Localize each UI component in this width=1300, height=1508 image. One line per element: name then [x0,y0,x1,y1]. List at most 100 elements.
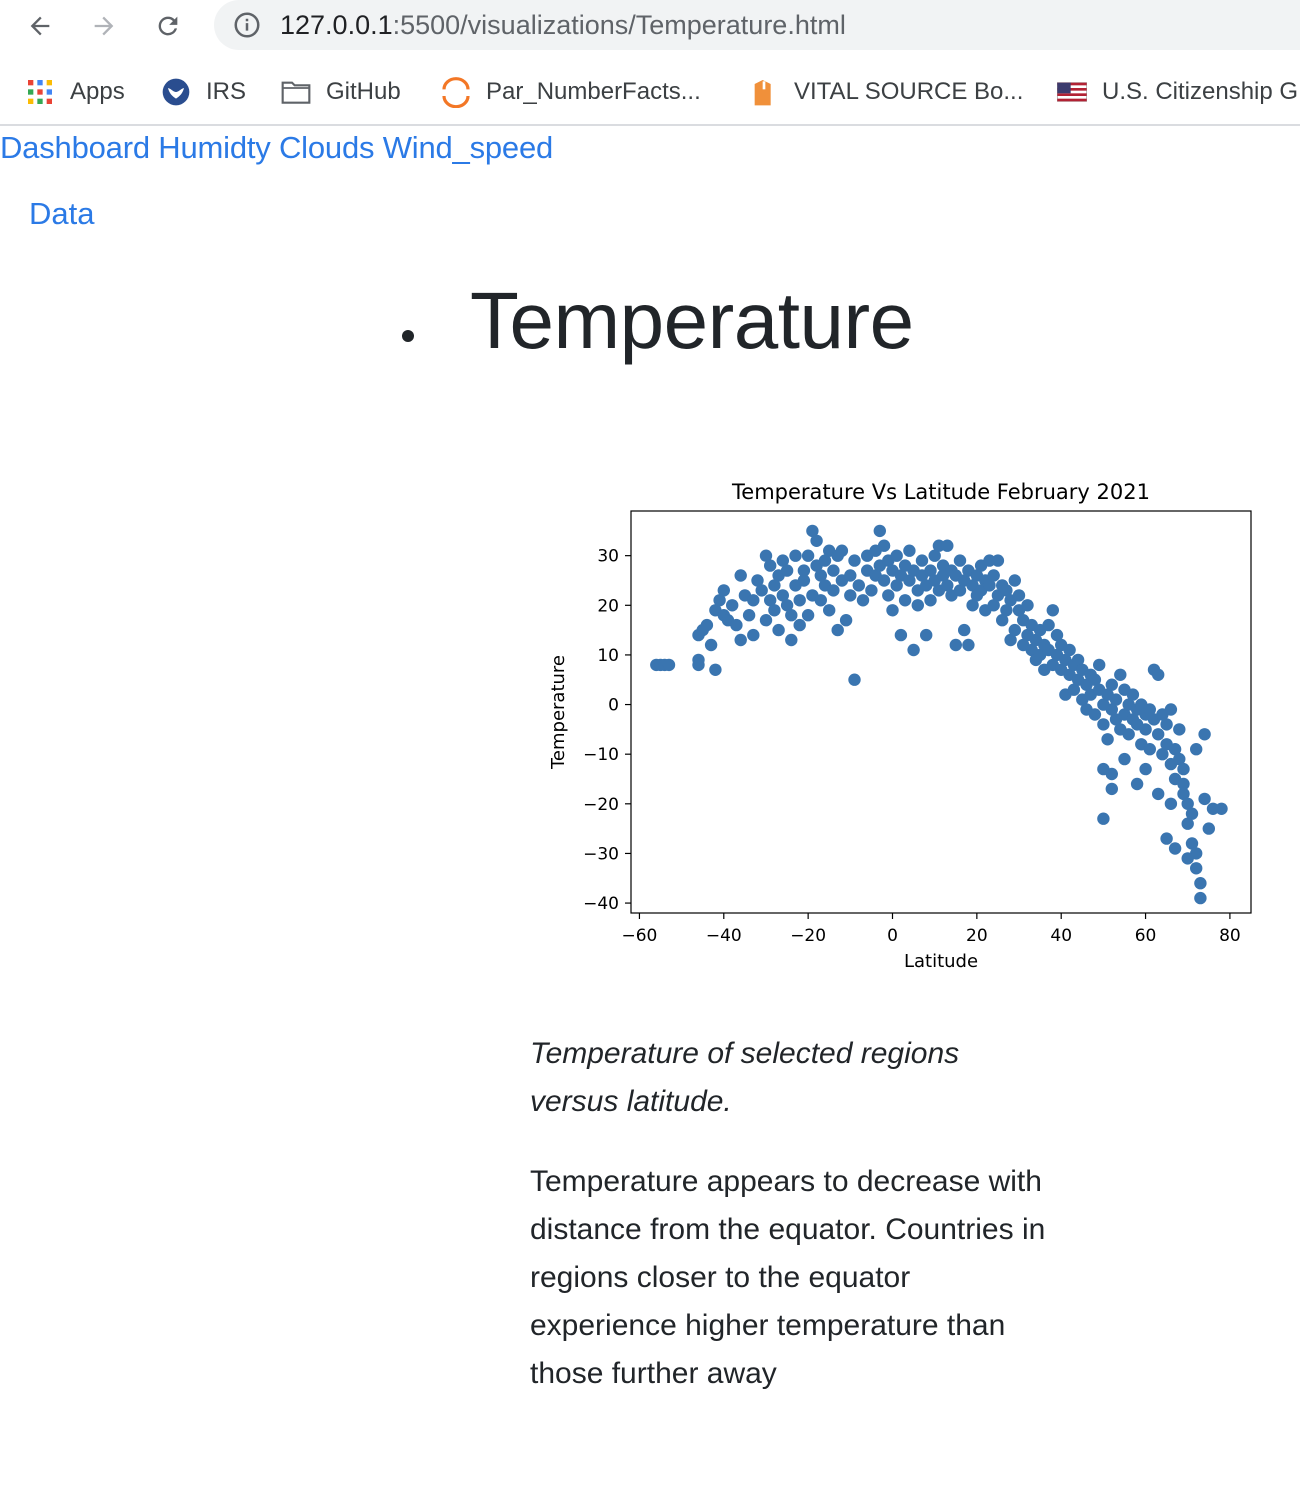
data-point [1101,733,1114,746]
x-tick-label: 20 [966,926,988,946]
nav-link-data[interactable]: Data [29,196,95,231]
data-point [924,594,937,607]
data-point [966,599,979,612]
data-point [1105,782,1118,796]
nav-link-humidity[interactable]: Humidty [158,130,271,165]
data-point [903,574,916,587]
data-point [823,604,836,617]
x-tick-label: −20 [790,926,826,946]
data-point [1130,777,1144,791]
data-point [692,658,705,672]
data-point [949,638,962,652]
data-point [1093,658,1106,672]
data-point [877,539,891,552]
info-circle-icon[interactable] [232,10,262,40]
data-point [1168,743,1182,756]
data-point [776,554,789,567]
y-ticks: 30 20 10 0 −10 −20 −30 −40 [583,547,631,914]
data-point [1105,678,1118,691]
data-point [1088,708,1102,721]
data-point [755,584,768,597]
data-point [1181,852,1194,865]
data-point [797,574,811,587]
address-url[interactable]: 127.0.0.1:5500/visualizations/Temperatur… [280,10,846,41]
bookmark-us-citizenship[interactable]: U.S. Citizenship G [1056,74,1298,110]
data-point [996,614,1009,627]
data-point [742,609,756,622]
data-point [1198,792,1211,806]
data-point [894,628,908,642]
data-point [764,594,777,607]
data-point [1160,832,1173,845]
reload-button[interactable] [146,4,190,48]
data-point [958,623,971,637]
back-button[interactable] [18,4,62,48]
data-point [953,554,967,567]
data-point [751,574,764,587]
data-point [827,584,840,597]
data-point [848,673,861,686]
data-point [1067,683,1081,696]
data-point [898,594,912,607]
chart-caption: Temperature of selected regions versus l… [530,1037,960,1118]
address-bar[interactable]: 127.0.0.1:5500/visualizations/Temperatur… [214,0,1300,50]
bookmark-par-numberfacts[interactable]: Par_NumberFacts... [440,74,701,110]
data-point [713,594,726,607]
url-path: :5500/visualizations/Temperature.html [392,10,846,40]
browser-toolbar: 127.0.0.1:5500/visualizations/Temperatur… [0,0,1300,52]
bookmark-vital-source[interactable]: VITAL SOURCE Bo... [748,74,1023,110]
x-tick-label: 40 [1050,926,1072,946]
data-point [1206,802,1220,815]
data-point [785,633,798,647]
data-point [1008,623,1021,637]
top-nav: Dashboard Humidty Clouds Wind_speed [0,130,553,166]
chart-title: Temperature Vs Latitude February 2021 [731,480,1150,504]
data-point [1042,618,1055,632]
data-point [1181,797,1194,810]
data-point [793,618,806,632]
data-point [1143,703,1156,716]
y-tick-label: 0 [608,696,619,716]
data-point [890,579,903,592]
data-point [1063,643,1076,657]
forward-button[interactable] [82,4,126,48]
nav-link-wind-speed[interactable]: Wind_speed [382,130,554,165]
data-point [1000,604,1013,617]
data-point [704,638,718,652]
bookmark-irs[interactable]: IRS [160,74,246,110]
nav-link-clouds[interactable]: Clouds [279,130,375,165]
data-point [810,534,823,547]
data-point [1071,653,1085,667]
data-point [920,628,933,642]
data-point [953,584,967,597]
data-point [882,589,895,602]
nav-link-dashboard[interactable]: Dashboard [0,130,150,165]
data-point [915,554,929,567]
data-point [768,579,781,592]
forward-arrow-icon [94,16,114,36]
y-tick-label: 10 [597,646,619,666]
data-point [987,599,1000,612]
data-point [1097,762,1110,776]
x-axis-label: Latitude [904,951,978,972]
data-point [1050,628,1064,642]
data-point [1185,837,1199,850]
data-point [1177,777,1190,791]
data-point [709,663,722,676]
data-point [1012,589,1026,602]
bookmark-apps[interactable]: Apps [24,74,125,110]
y-tick-label: 30 [597,547,619,567]
y-axis-label: Temperature [548,655,569,770]
data-point [814,594,827,607]
bookmark-label: Apps [70,78,125,105]
y-tick-label: −30 [583,844,619,864]
data-point [844,589,857,602]
bookmark-github[interactable]: GitHub [280,74,401,110]
bookmark-label: Par_NumberFacts... [486,78,701,105]
data-point [1181,817,1194,830]
data-point [987,569,1000,582]
x-tick-label: 0 [887,926,898,946]
data-point [831,623,844,637]
data-point [1198,728,1211,741]
data-point [924,564,937,577]
